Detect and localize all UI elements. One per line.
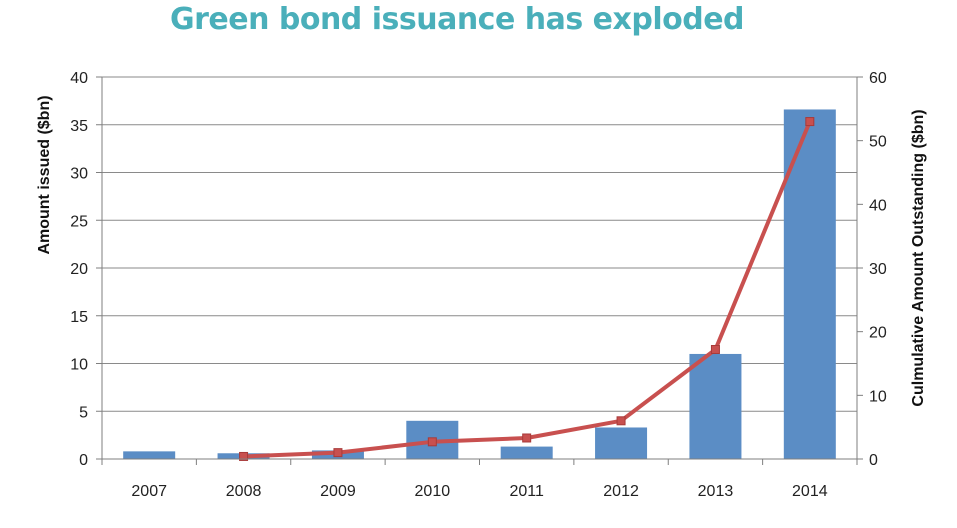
line-point	[427, 437, 437, 447]
axes: 0 5 10 15 20 25 30 35 40 0 10 20 30 40 50 60 2007 2008 200…	[70, 70, 887, 500]
gridlines	[102, 76, 857, 460]
y2-tick-label: 0	[869, 452, 878, 469]
y2-tick-label: 10	[869, 388, 887, 405]
y2-tick-label: 50	[869, 134, 887, 151]
y2-tick-label: 60	[869, 70, 887, 87]
x-tick-label: 2014	[792, 483, 828, 500]
y-tick-label: 0	[79, 452, 88, 469]
y2-axis-title: Culmulative Amount Outstanding ($bn)	[910, 109, 927, 406]
bar	[500, 446, 553, 459]
y-axis-title: Amount issued ($bn)	[36, 95, 53, 254]
chart-title: Green bond issuance has exploded	[169, 2, 745, 37]
y2-tick-label: 40	[869, 197, 887, 214]
x-tick-label: 2011	[509, 483, 544, 500]
line-point	[710, 344, 720, 354]
x-tick-label: 2008	[226, 483, 262, 500]
x-tick-label: 2013	[698, 483, 734, 500]
x-tick-label: 2012	[603, 483, 639, 500]
y-tick-label: 10	[70, 357, 88, 374]
x-tick-label: 2010	[415, 483, 451, 500]
y-tick-label: 20	[70, 261, 88, 278]
bar	[689, 353, 742, 459]
y2-tick-label: 20	[869, 325, 887, 342]
y2-tick-label: 30	[869, 261, 887, 278]
bar	[123, 451, 176, 459]
x-tick-label: 2009	[320, 483, 356, 500]
line-point	[522, 433, 532, 443]
y-tick-label: 40	[70, 70, 88, 87]
y-tick-label: 30	[70, 166, 88, 183]
y-tick-label: 35	[70, 118, 88, 135]
line-series	[239, 117, 815, 461]
line-point	[239, 451, 249, 461]
y-tick-label: 25	[70, 213, 88, 230]
bar-series	[123, 109, 836, 459]
line-point	[616, 416, 626, 426]
line-point	[805, 117, 815, 127]
y-tick-label: 15	[70, 309, 88, 326]
x-tick-label: 2007	[131, 483, 167, 500]
line-point	[333, 448, 343, 458]
bar	[595, 427, 648, 459]
y-tick-label: 5	[79, 404, 88, 421]
